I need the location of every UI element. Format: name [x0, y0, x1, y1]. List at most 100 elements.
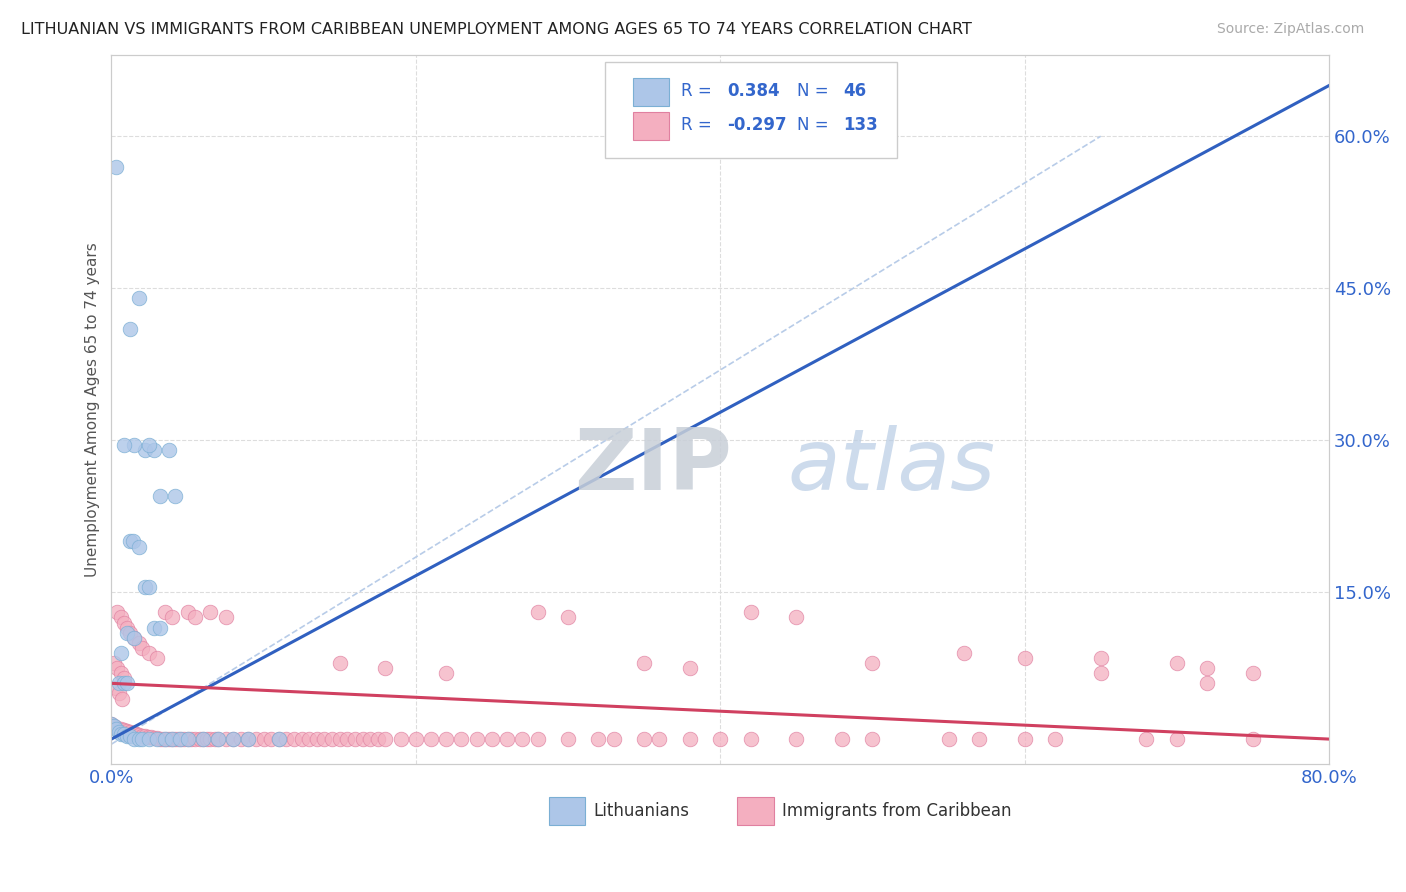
- Point: [107, 721, 129, 735]
- Point: [214, 610, 236, 624]
- Point: [1014, 732, 1036, 747]
- Point: [122, 631, 145, 645]
- Point: [450, 732, 472, 747]
- Point: [170, 732, 193, 747]
- Point: [214, 732, 236, 747]
- Point: [128, 636, 150, 650]
- Point: [1014, 651, 1036, 665]
- Point: [110, 666, 132, 681]
- Point: [118, 534, 141, 549]
- Point: [143, 621, 166, 635]
- Point: [122, 438, 145, 452]
- Point: [679, 661, 702, 675]
- Point: [343, 732, 366, 747]
- Point: [496, 732, 519, 747]
- Point: [374, 732, 396, 747]
- Point: [122, 631, 145, 645]
- Point: [162, 732, 184, 747]
- Point: [184, 732, 207, 747]
- Point: [107, 606, 129, 620]
- Point: [157, 732, 180, 747]
- Text: R =: R =: [682, 82, 717, 100]
- Point: [557, 610, 579, 624]
- Point: [138, 646, 160, 660]
- Point: [709, 732, 731, 747]
- Text: ZIP: ZIP: [574, 425, 733, 508]
- Point: [1241, 732, 1264, 747]
- Point: [100, 717, 122, 731]
- Point: [359, 732, 381, 747]
- Point: [952, 646, 974, 660]
- Point: [104, 681, 127, 696]
- Point: [229, 732, 252, 747]
- Point: [207, 732, 229, 747]
- Text: Source: ZipAtlas.com: Source: ZipAtlas.com: [1216, 22, 1364, 37]
- Point: [153, 606, 176, 620]
- Point: [291, 732, 314, 747]
- Point: [153, 732, 176, 747]
- Point: [115, 625, 138, 640]
- Point: [138, 580, 160, 594]
- Point: [238, 732, 260, 747]
- Point: [138, 438, 160, 452]
- Point: [118, 729, 141, 743]
- Point: [112, 438, 135, 452]
- Point: [100, 717, 122, 731]
- Point: [633, 732, 655, 747]
- Point: [131, 640, 153, 655]
- Point: [1090, 666, 1112, 681]
- Point: [146, 651, 169, 665]
- Point: [112, 671, 135, 685]
- Point: [110, 610, 132, 624]
- FancyBboxPatch shape: [605, 62, 897, 158]
- Point: [176, 732, 198, 747]
- FancyBboxPatch shape: [548, 797, 585, 825]
- Point: [118, 725, 141, 739]
- Point: [188, 732, 211, 747]
- Point: [679, 732, 702, 747]
- Point: [112, 727, 135, 741]
- Point: [152, 732, 174, 747]
- Point: [138, 732, 160, 747]
- Point: [162, 732, 184, 747]
- Point: [321, 732, 343, 747]
- Point: [143, 731, 166, 745]
- Point: [162, 610, 184, 624]
- Point: [207, 732, 229, 747]
- Point: [283, 732, 305, 747]
- Point: [238, 732, 260, 747]
- Point: [602, 732, 624, 747]
- Point: [195, 732, 218, 747]
- Text: 133: 133: [844, 116, 877, 135]
- Point: [112, 615, 135, 630]
- Point: [176, 732, 198, 747]
- Point: [110, 646, 132, 660]
- Point: [512, 732, 534, 747]
- Point: [405, 732, 427, 747]
- Point: [125, 727, 148, 741]
- Point: [131, 732, 153, 747]
- Point: [107, 661, 129, 675]
- Point: [108, 686, 131, 700]
- Point: [115, 729, 138, 743]
- Point: [115, 621, 138, 635]
- Point: [740, 606, 762, 620]
- Point: [526, 606, 548, 620]
- Point: [112, 676, 135, 690]
- Point: [108, 725, 131, 739]
- Point: [108, 676, 131, 690]
- FancyBboxPatch shape: [633, 112, 669, 140]
- Point: [434, 732, 457, 747]
- Point: [1043, 732, 1066, 747]
- Text: -0.297: -0.297: [727, 116, 787, 135]
- Point: [267, 732, 290, 747]
- Point: [122, 732, 145, 747]
- Point: [352, 732, 374, 747]
- Point: [128, 732, 150, 747]
- Point: [112, 723, 135, 737]
- Point: [336, 732, 359, 747]
- Point: [180, 732, 202, 747]
- Point: [481, 732, 503, 747]
- Point: [200, 732, 222, 747]
- Point: [329, 732, 352, 747]
